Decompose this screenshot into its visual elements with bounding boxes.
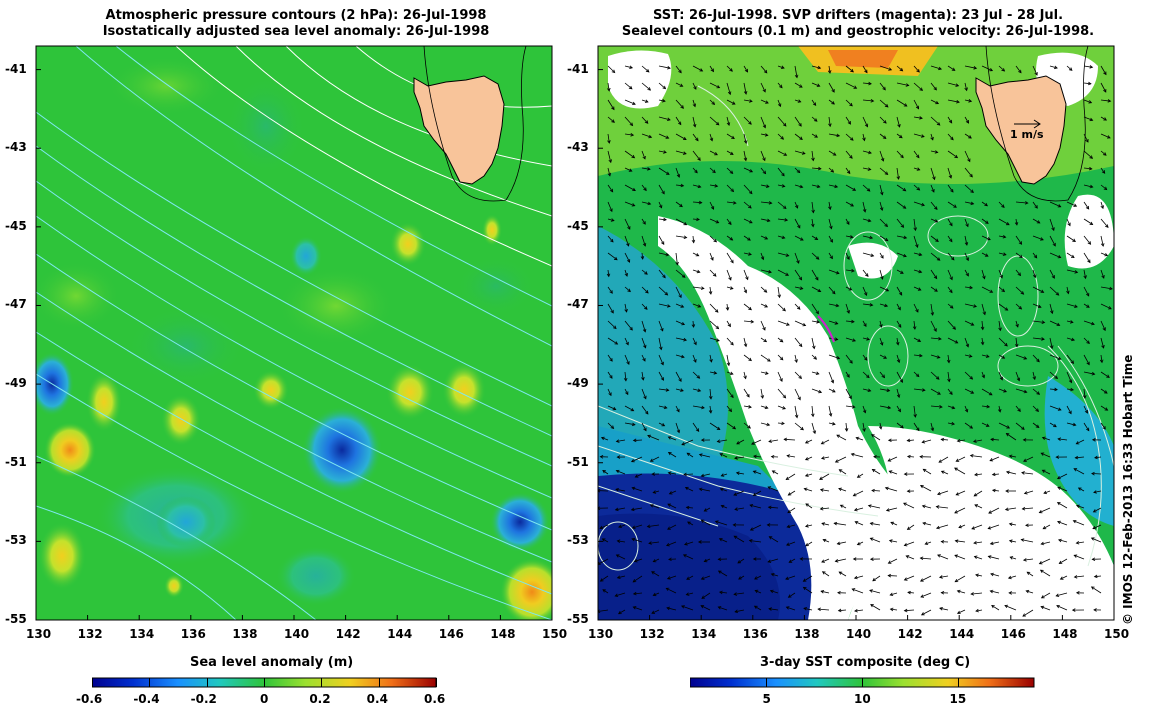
lon-label: 140 <box>284 627 310 641</box>
colorbar-tick <box>957 678 959 687</box>
lon-label: 136 <box>742 627 768 641</box>
colorbar-tick-label: -0.4 <box>133 692 160 706</box>
lat-label: -43 <box>567 140 589 155</box>
right-map-title: SST: 26-Jul-1998. SVP drifters (magenta)… <box>598 8 1118 40</box>
lon-label: 138 <box>232 627 258 641</box>
colorbar-tick <box>378 678 380 687</box>
colorbar-tick <box>92 678 93 687</box>
colorbar-tick <box>149 678 151 687</box>
lon-label: 148 <box>490 627 516 641</box>
lat-label: -51 <box>5 454 27 469</box>
sea-level-anomaly-map <box>36 46 552 620</box>
lat-label: -53 <box>5 533 27 548</box>
colorbar-tick <box>206 678 208 687</box>
lat-label: -41 <box>567 61 589 76</box>
colorbar-tick <box>264 678 265 687</box>
velocity-scale-label: 1 m/s <box>1010 128 1044 141</box>
colorbar-tick-label: 15 <box>949 692 967 706</box>
right-title-line2: Sealevel contours (0.1 m) and geostrophi… <box>621 24 1095 39</box>
colorbar-tick <box>436 678 437 687</box>
colorbar-tick-label: 0 <box>260 692 269 706</box>
lon-label: 146 <box>1000 627 1026 641</box>
lon-label: 130 <box>588 627 614 641</box>
lat-label: -49 <box>5 376 27 391</box>
lat-label: -47 <box>5 297 27 312</box>
lat-label: -43 <box>5 140 27 155</box>
colorbar-tick <box>862 678 863 687</box>
colorbar-tick-label: 0.6 <box>424 692 446 706</box>
lon-label: 136 <box>180 627 206 641</box>
lat-label: -51 <box>567 454 589 469</box>
left-map-title: Atmospheric pressure contours (2 hPa): 2… <box>36 8 556 40</box>
right-colorbar-title: 3-day SST composite (deg C) <box>760 655 971 670</box>
lon-label: 130 <box>26 627 52 641</box>
lon-label: 140 <box>846 627 872 641</box>
lat-label: -45 <box>567 218 589 233</box>
lat-label: -45 <box>5 218 27 233</box>
lon-label: 146 <box>438 627 464 641</box>
lon-label: 144 <box>387 627 413 641</box>
colorbar-tick-label: 0.2 <box>309 692 331 706</box>
colorbar-tick-label: 0.4 <box>366 692 388 706</box>
lon-label: 148 <box>1052 627 1078 641</box>
lon-label: 142 <box>897 627 923 641</box>
lon-label: 134 <box>129 627 155 641</box>
colorbar-tick-label: -0.2 <box>190 692 217 706</box>
credit-text: © IMOS 12-Feb-2013 16:33 Hobart Time <box>1121 330 1141 630</box>
lat-label: -55 <box>567 612 589 626</box>
lat-label: -49 <box>567 376 589 391</box>
colorbar-tick-label: -0.6 <box>76 692 103 706</box>
sea-level-anomaly-field <box>36 46 552 620</box>
colorbar-tick-label: 10 <box>854 692 871 706</box>
lon-label: 150 <box>1104 627 1130 641</box>
lat-label: -53 <box>567 533 589 548</box>
lon-label: 132 <box>639 627 665 641</box>
left-colorbar-title: Sea level anomaly (m) <box>190 655 354 670</box>
lon-label: 142 <box>335 627 361 641</box>
right-title-line1: SST: 26-Jul-1998. SVP drifters (magenta)… <box>652 8 1064 23</box>
lon-label: 144 <box>949 627 975 641</box>
lon-label: 132 <box>77 627 103 641</box>
lon-label: 138 <box>794 627 820 641</box>
left-title-line2: Isostatically adjusted sea level anomaly… <box>102 24 490 39</box>
lon-label: 134 <box>691 627 717 641</box>
lat-label: -47 <box>567 297 589 312</box>
sst-field: 1 m/s <box>598 46 1114 620</box>
lon-label: 150 <box>542 627 568 641</box>
colorbar-tick-label: 5 <box>762 692 771 706</box>
lat-label: -41 <box>5 61 27 76</box>
colorbar-tick <box>321 678 323 687</box>
left-title-line1: Atmospheric pressure contours (2 hPa): 2… <box>105 8 487 23</box>
lat-label: -55 <box>5 612 27 626</box>
credit-label: © IMOS 12-Feb-2013 16:33 Hobart Time <box>1121 354 1135 625</box>
colorbar-tick <box>766 678 768 687</box>
sst-map: 1 m/s <box>598 46 1114 620</box>
